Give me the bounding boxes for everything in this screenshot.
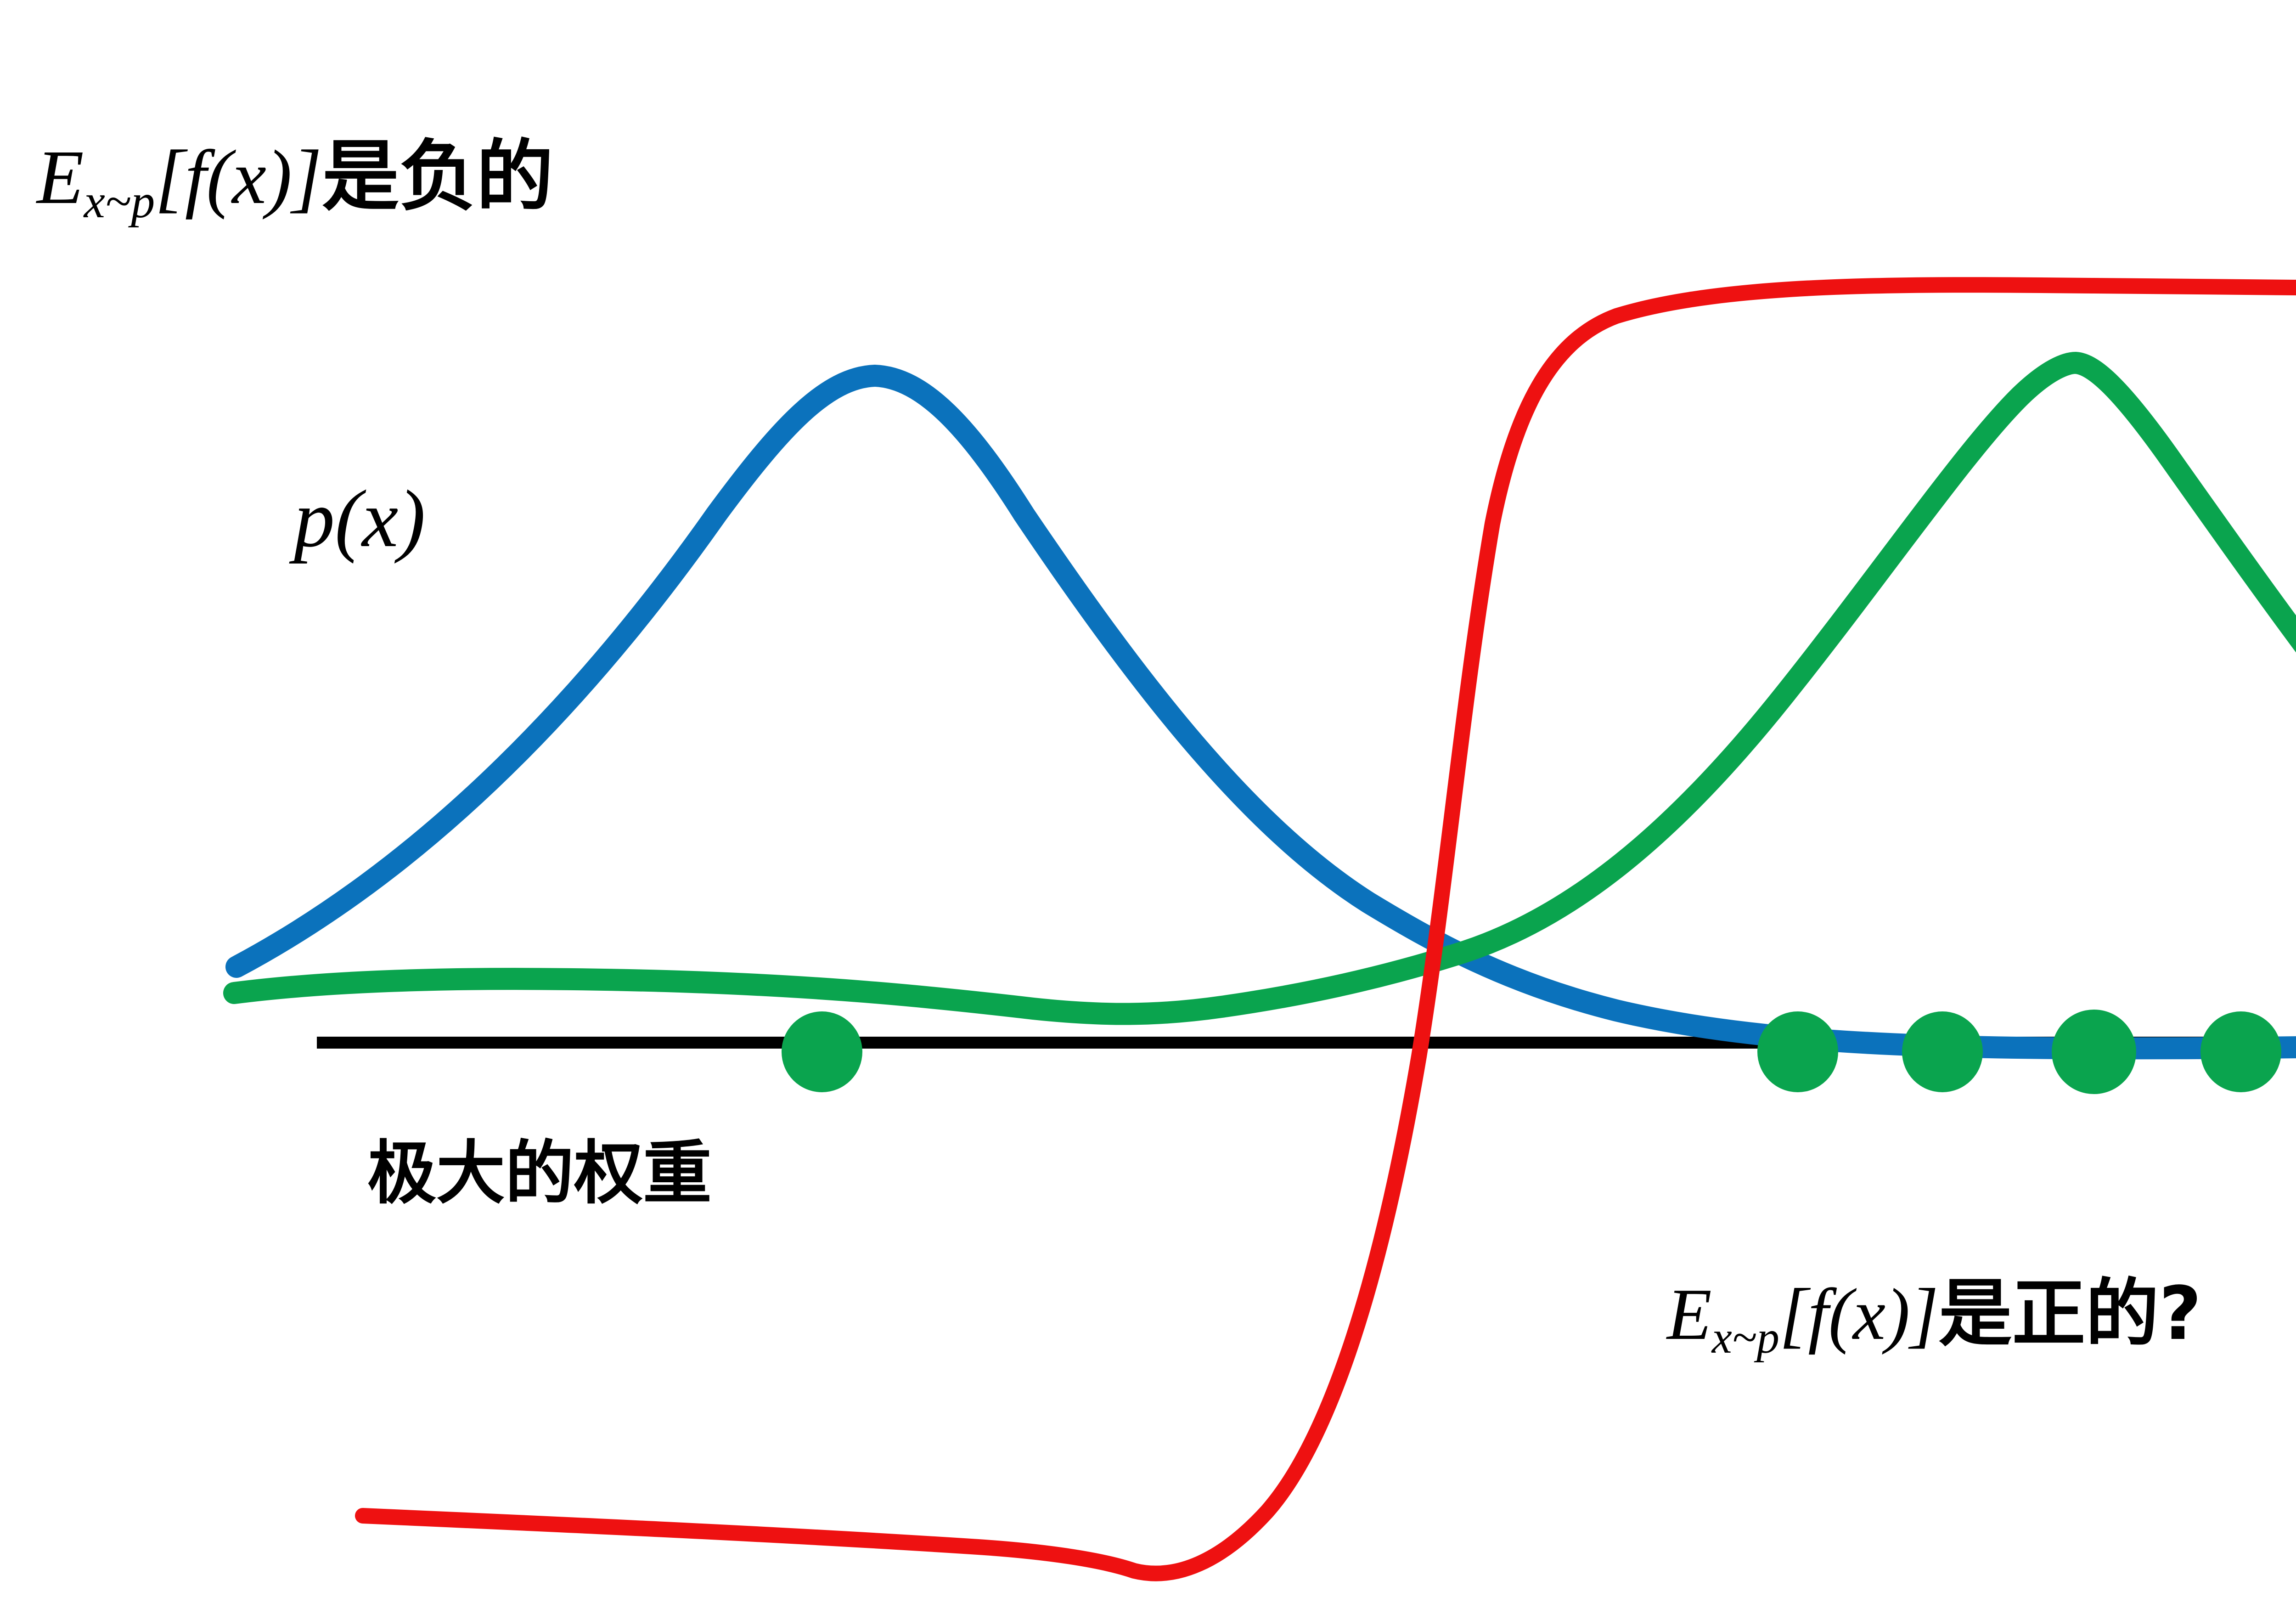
expectation-subscript-2: x~p (1711, 1312, 1780, 1363)
sample-dot (1902, 1011, 1983, 1092)
sample-dot (2052, 1010, 2136, 1094)
p-curve-label: p(x) (294, 473, 426, 564)
expectation-bracket-2: [f(x)] (1779, 1273, 1939, 1355)
q-curve (223, 352, 2296, 1025)
large-weight-note: 极大的权重 (367, 1134, 712, 1214)
p-curve (225, 365, 2296, 1060)
expectation-bracket: [f(x)] (155, 135, 322, 220)
expectation-subscript: x~p (84, 175, 155, 228)
sample-dot (1757, 1011, 1838, 1092)
f-curve (355, 277, 2296, 1581)
expectation-symbol: E (37, 135, 84, 220)
expectation-positive-cjk: 是正的? (1938, 1270, 2202, 1356)
expectation-symbol-2: E (1667, 1273, 1712, 1355)
sample-dot (782, 1011, 862, 1092)
expectation-negative-cjk: 是负的 (322, 131, 554, 221)
sample-dots-group (782, 1010, 2281, 1094)
sample-dot (2200, 1011, 2281, 1092)
